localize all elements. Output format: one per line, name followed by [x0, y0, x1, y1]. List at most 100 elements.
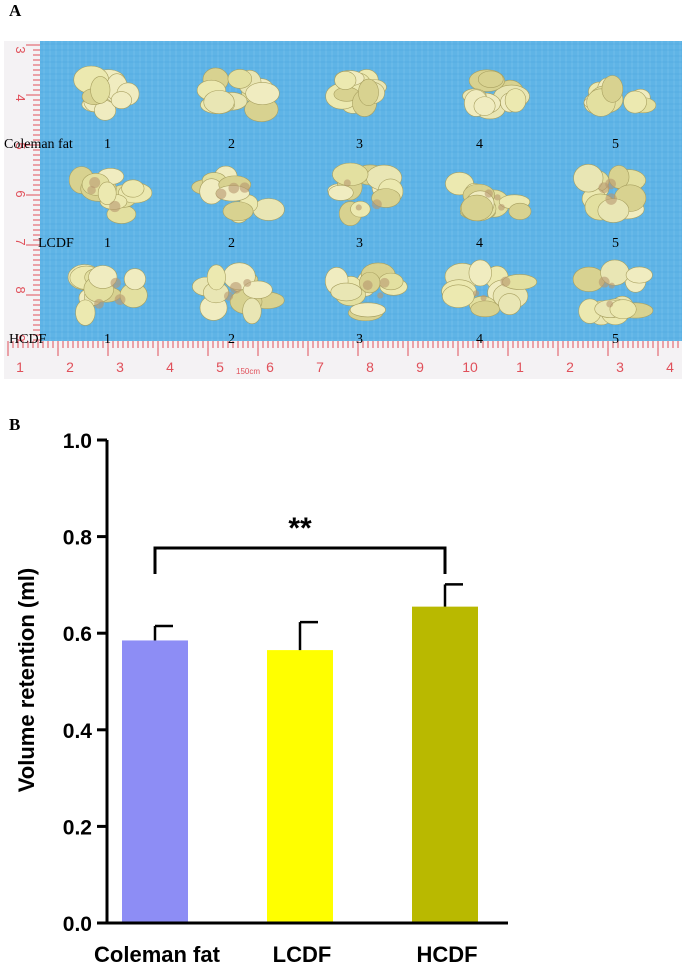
- tissue-spot: [500, 276, 511, 287]
- fat-lobule: [508, 202, 532, 220]
- fat-lobule: [123, 268, 146, 291]
- fat-lobule: [625, 266, 653, 284]
- tissue-spot: [494, 194, 501, 201]
- tissue-spot: [362, 280, 373, 291]
- fat-sample: [324, 262, 408, 322]
- tissue-spot: [371, 199, 382, 210]
- ruler-bottom-number: 2: [66, 359, 74, 375]
- fat-lobule: [623, 90, 647, 114]
- y-tick-label: 0.0: [63, 913, 92, 936]
- fat-lobule: [330, 282, 363, 302]
- fat-lobule: [222, 201, 254, 222]
- ruler-bottom-number: 1: [516, 359, 524, 375]
- sample-number: 3: [356, 236, 363, 251]
- tissue-spot: [377, 292, 384, 299]
- tissue-spot: [473, 290, 480, 297]
- fat-sample: [192, 262, 285, 325]
- fat-sample: [73, 65, 140, 121]
- bar: [122, 640, 188, 923]
- tissue-spot: [243, 278, 252, 287]
- ruler-bottom-number: 7: [316, 359, 324, 375]
- fat-lobule: [498, 293, 522, 315]
- fat-lobule: [328, 184, 354, 201]
- bar: [412, 606, 478, 923]
- fat-lobule: [203, 90, 235, 114]
- tissue-spot: [215, 188, 227, 200]
- sample-number: 3: [356, 332, 363, 347]
- tissue-spot: [379, 277, 390, 288]
- tissue-spot: [355, 204, 362, 211]
- ruler-left: [4, 41, 40, 341]
- sample-number: 4: [476, 236, 483, 251]
- tissue-spot: [498, 203, 505, 211]
- sample-number: 4: [476, 137, 483, 152]
- fat-lobule: [442, 284, 475, 308]
- y-tick-label: 0.8: [63, 527, 93, 550]
- fat-lobule: [227, 69, 253, 89]
- fat-sample: [441, 259, 538, 318]
- fat-lobule: [473, 96, 496, 116]
- tissue-spot: [223, 291, 234, 301]
- ruler-bottom-number: 1: [16, 359, 24, 375]
- sample-number: 2: [228, 332, 235, 347]
- bar-chart: 0.0 0.2 0.4 0.6 0.8 1.0 Coleman fat LCDF HCDF *…: [14, 430, 508, 967]
- sample-number: 5: [612, 236, 619, 251]
- tissue-spot: [480, 294, 487, 301]
- tissue-spot: [343, 179, 351, 187]
- fat-lobule: [245, 82, 280, 105]
- tissue-spot: [606, 300, 614, 308]
- fat-lobule: [332, 162, 369, 187]
- panel-b-label: B: [9, 415, 21, 434]
- tissue-spot: [114, 294, 126, 305]
- fat-samples: [67, 65, 657, 326]
- ruler-left-number: 6: [13, 190, 28, 197]
- fat-sample: [325, 69, 387, 117]
- tissue-spot: [228, 182, 240, 194]
- row-label: Coleman fat: [4, 137, 73, 152]
- ruler-bottom-number: 6: [266, 359, 274, 375]
- fat-lobule: [88, 265, 118, 289]
- y-tick-label: 0.6: [63, 623, 92, 646]
- x-tick-label: HCDF: [416, 942, 477, 967]
- specimen-photo: 3 4 5 6 7 8 9 1 2 3 4 5 6 7 8 9 10 1 2 3 4 150cm Coleman fa…: [4, 41, 682, 379]
- ruler-bottom-number: 5: [216, 359, 224, 375]
- y-tick-label: 0.4: [63, 720, 93, 743]
- fat-lobule: [90, 76, 111, 104]
- fat-sample: [68, 166, 153, 224]
- ruler-bottom-number: 9: [416, 359, 424, 375]
- tissue-spot: [239, 182, 250, 193]
- sample-number: 1: [104, 236, 111, 251]
- tissue-spot: [598, 182, 610, 194]
- fat-sample: [583, 75, 657, 117]
- sample-number: 1: [104, 332, 111, 347]
- ruler-left-number: 9: [13, 334, 28, 341]
- panel-a-label: A: [9, 1, 22, 20]
- sample-number: 4: [476, 332, 483, 347]
- fat-sample: [327, 162, 404, 227]
- ruler-left-number: 5: [13, 142, 28, 149]
- fat-sample: [67, 264, 148, 326]
- ruler-bottom-number: 2: [566, 359, 574, 375]
- fat-lobule: [349, 302, 386, 318]
- row-label: HCDF: [9, 332, 47, 347]
- sample-number: 5: [612, 137, 619, 152]
- fat-lobule: [75, 299, 96, 326]
- significance-bracket: **: [153, 512, 447, 574]
- fat-lobule: [504, 88, 527, 113]
- y-axis: 0.0 0.2 0.4 0.6 0.8 1.0: [63, 430, 109, 936]
- fat-lobule: [242, 280, 273, 299]
- comparison-bracket: [153, 546, 447, 574]
- fat-sample: [572, 259, 654, 326]
- ruler-bottom-number: 3: [616, 359, 624, 375]
- ruler-bottom-number: 4: [166, 359, 174, 375]
- sample-number: 1: [104, 137, 111, 152]
- bars: [122, 606, 478, 923]
- fat-sample: [196, 67, 280, 122]
- ruler-brand: 150cm: [236, 367, 260, 376]
- fat-lobule: [97, 181, 117, 205]
- tissue-spot: [94, 298, 104, 309]
- row-label: LCDF: [38, 236, 74, 251]
- fat-lobule: [468, 259, 492, 287]
- ruler-left-ticks: [26, 44, 40, 341]
- tissue-spot: [605, 193, 617, 205]
